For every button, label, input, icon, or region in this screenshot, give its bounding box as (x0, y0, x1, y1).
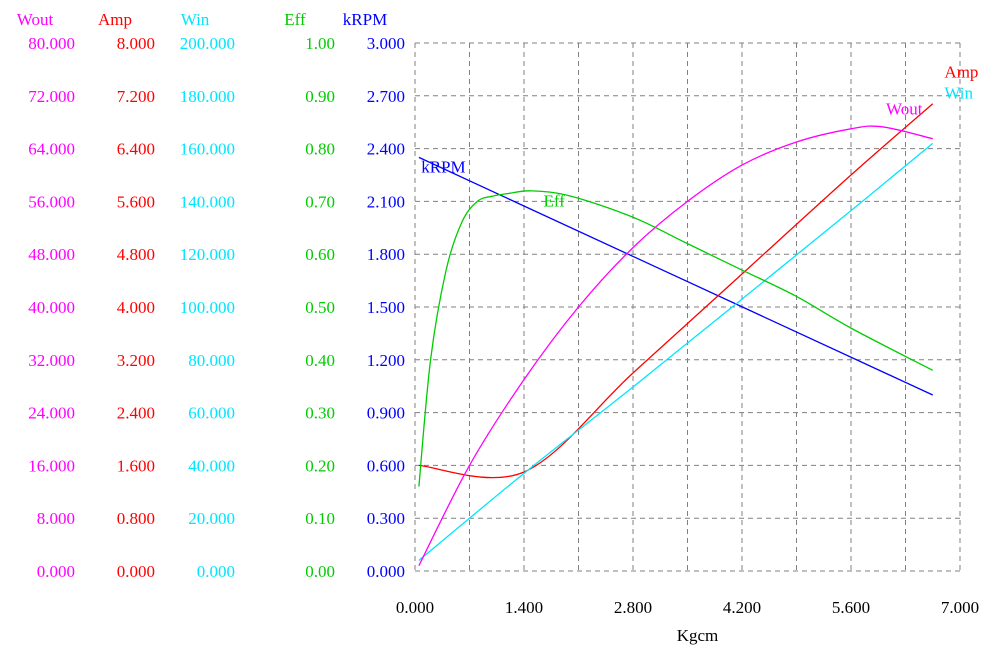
y-tick-label-amp: 3.200 (117, 351, 155, 370)
series-label-win: Win (944, 83, 973, 102)
y-tick-label-wout: 40.000 (28, 298, 75, 317)
y-tick-label-wout: 80.000 (28, 34, 75, 53)
y-tick-label-wout: 48.000 (28, 245, 75, 264)
y-tick-label-amp: 6.400 (117, 140, 155, 159)
y-tick-label-win: 0.000 (197, 562, 235, 581)
y-tick-label-amp: 0.000 (117, 562, 155, 581)
y-tick-label-krpm: 0.900 (367, 404, 405, 423)
y-tick-label-krpm: 1.800 (367, 245, 405, 264)
y-tick-label-eff: 0.50 (305, 298, 335, 317)
y-tick-label-amp: 0.800 (117, 509, 155, 528)
y-tick-label-win: 120.000 (180, 245, 235, 264)
series-label-krpm: kRPM (421, 157, 465, 176)
y-tick-label-wout: 8.000 (37, 509, 75, 528)
y-tick-label-win: 60.000 (188, 404, 235, 423)
y-tick-label-krpm: 0.000 (367, 562, 405, 581)
x-axis: 0.000 1.400 2.800 4.200 5.600 7.000 Kgcm (396, 598, 979, 645)
y-tick-label-amp: 7.200 (117, 87, 155, 106)
axis-header-eff: Eff (284, 10, 306, 29)
y-tick-label-wout: 32.000 (28, 351, 75, 370)
y-tick-label-krpm: 2.400 (367, 140, 405, 159)
y-axes: Wout 0.000 8.000 16.000 24.000 32.000 40.000 48… (17, 10, 405, 581)
y-tick-label-wout: 16.000 (28, 456, 75, 475)
y-tick-label-win: 40.000 (188, 456, 235, 475)
y-tick-label-krpm: 2.700 (367, 87, 405, 106)
y-tick-label-amp: 4.800 (117, 245, 155, 264)
series-label-amp: Amp (944, 62, 978, 81)
y-tick-label-eff: 0.00 (305, 562, 335, 581)
y-tick-label-eff: 0.30 (305, 404, 335, 423)
y-tick-label-wout: 72.000 (28, 87, 75, 106)
y-tick-label-wout: 64.000 (28, 140, 75, 159)
x-tick-label: 4.200 (723, 598, 761, 617)
y-tick-label-eff: 0.40 (305, 351, 335, 370)
y-tick-label-krpm: 1.200 (367, 351, 405, 370)
y-tick-label-win: 140.000 (180, 192, 235, 211)
x-tick-label: 0.000 (396, 598, 434, 617)
y-tick-label-krpm: 1.500 (367, 298, 405, 317)
series-line-krpm (418, 156, 934, 396)
y-tick-label-krpm: 0.300 (367, 509, 405, 528)
y-tick-label-amp: 4.000 (117, 298, 155, 317)
x-tick-label: 2.800 (614, 598, 652, 617)
y-tick-label-amp: 5.600 (117, 192, 155, 211)
y-tick-label-eff: 0.10 (305, 509, 335, 528)
series-line-win (418, 142, 934, 561)
y-tick-label-krpm: 2.100 (367, 192, 405, 211)
series-line-wout (418, 125, 933, 567)
y-tick-label-win: 180.000 (180, 87, 235, 106)
y-tick-label-win: 160.000 (180, 140, 235, 159)
x-axis-label: Kgcm (677, 626, 719, 645)
y-tick-label-amp: 2.400 (117, 404, 155, 423)
y-tick-label-win: 20.000 (188, 509, 235, 528)
y-tick-label-win: 200.000 (180, 34, 235, 53)
y-tick-label-eff: 0.20 (305, 456, 335, 475)
grid (414, 42, 961, 572)
series-lines (418, 103, 934, 567)
axis-header-win: Win (181, 10, 210, 29)
series-labels: kRPM Amp Win Wout Eff (421, 62, 978, 210)
y-tick-label-win: 80.000 (188, 351, 235, 370)
y-tick-label-wout: 24.000 (28, 404, 75, 423)
series-label-eff: Eff (543, 192, 565, 211)
axis-header-amp: Amp (98, 10, 132, 29)
y-tick-label-win: 100.000 (180, 298, 235, 317)
y-tick-label-eff: 1.00 (305, 34, 335, 53)
x-tick-label: 5.600 (832, 598, 870, 617)
y-tick-label-amp: 1.600 (117, 456, 155, 475)
y-tick-label-wout: 56.000 (28, 192, 75, 211)
y-tick-label-eff: 0.70 (305, 192, 335, 211)
x-tick-label: 7.000 (941, 598, 979, 617)
y-tick-label-krpm: 3.000 (367, 34, 405, 53)
series-line-eff (418, 190, 934, 487)
y-tick-label-amp: 8.000 (117, 34, 155, 53)
y-tick-label-eff: 0.90 (305, 87, 335, 106)
y-tick-label-eff: 0.80 (305, 140, 335, 159)
y-tick-label-krpm: 0.600 (367, 456, 405, 475)
series-line-amp (418, 103, 934, 479)
axis-header-krpm: kRPM (343, 10, 387, 29)
series-label-wout: Wout (886, 99, 923, 118)
y-tick-label-wout: 0.000 (37, 562, 75, 581)
axis-header-wout: Wout (17, 10, 54, 29)
x-tick-label: 1.400 (505, 598, 543, 617)
y-tick-label-eff: 0.60 (305, 245, 335, 264)
